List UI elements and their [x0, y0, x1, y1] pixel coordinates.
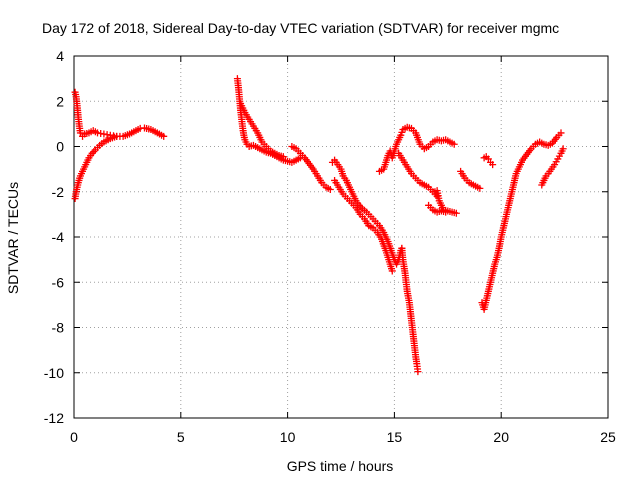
data-point: [559, 145, 567, 153]
series-parallel: [331, 176, 396, 275]
y-tick-label: 0: [56, 139, 64, 155]
x-tick-label: 25: [600, 429, 616, 445]
series-late-bottom: [425, 201, 450, 216]
x-tick-labels: 0 5 10 15 20 25: [70, 429, 616, 445]
y-tick-label: 4: [56, 48, 64, 64]
data-point: [442, 208, 450, 216]
series-evening-a: [457, 167, 484, 192]
series-midday-upper: [237, 100, 287, 161]
data-point: [160, 132, 168, 140]
data-point: [279, 153, 287, 161]
series-early-lower: [71, 132, 121, 203]
data-point: [489, 161, 497, 169]
series-late-upper: [375, 123, 458, 175]
x-tick-label: 15: [387, 429, 403, 445]
data-point: [476, 184, 484, 192]
series-plunge: [398, 244, 422, 376]
data-points: [71, 75, 567, 376]
data-point: [388, 267, 396, 275]
data-point: [450, 140, 458, 148]
x-tick-label: 10: [280, 429, 296, 445]
grid-lines: [74, 56, 608, 418]
x-tick-label: 5: [177, 429, 185, 445]
data-point: [452, 209, 460, 217]
x-axis-label: GPS time / hours: [287, 458, 394, 474]
data-point: [113, 132, 121, 140]
y-tick-label: -6: [52, 274, 65, 290]
chart-title: Day 172 of 2018, Sidereal Day-to-day VTE…: [42, 20, 559, 36]
data-point: [326, 185, 334, 193]
axis-ticks: [73, 55, 609, 419]
y-tick-label: 2: [56, 93, 64, 109]
series-final: [538, 145, 567, 189]
data-point: [414, 368, 422, 376]
x-tick-label: 0: [70, 429, 78, 445]
y-tick-label: -10: [44, 365, 64, 381]
series-evening-b: [480, 153, 497, 169]
y-tick-label: -12: [44, 410, 64, 426]
series-afternoon: [288, 143, 334, 193]
y-tick-label: -4: [52, 229, 65, 245]
y-tick-label: -8: [52, 320, 65, 336]
y-axis-label: SDTVAR / TECUs: [5, 182, 21, 294]
data-point: [557, 129, 565, 137]
y-tick-labels: -12 -10 -8 -6 -4 -2 0 2 4: [44, 48, 64, 426]
x-tick-label: 20: [493, 429, 509, 445]
series-recovery: [478, 129, 565, 313]
y-tick-label: -2: [52, 184, 65, 200]
